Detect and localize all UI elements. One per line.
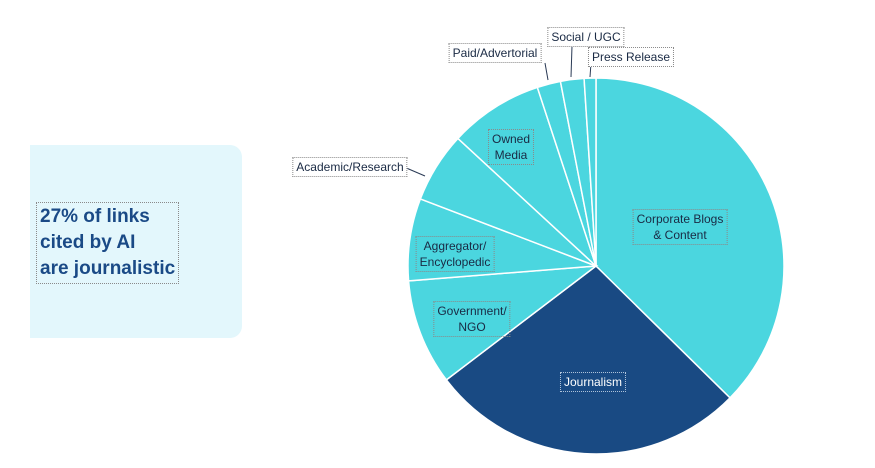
slice-label-paid-advertorial: Paid/Advertorial [448,43,542,63]
pie-slice-journalism [445,265,732,455]
pie-slice-press-release [583,77,597,267]
slice-label-government-ngo: Government/ NGO [433,301,511,337]
slice-label-academic-research: Academic/Research [292,157,408,177]
pie-slice-corporate-blogs-content [595,77,785,399]
callout-panel [30,145,242,338]
leader-line [570,45,573,78]
journalism-callout: 27% of links cited by AI are journalisti… [36,202,180,284]
slice-label-aggregator-encyclopedic: Aggregator/ Encyclopedic [415,236,495,272]
slice-label-social-ugc: Social / UGC [547,27,625,47]
slice-label-owned-media: Owned Media [487,129,535,165]
pie-slice-owned-media [456,86,598,269]
leader-line [544,62,549,81]
slice-label-press-release: Press Release [587,47,675,67]
slice-label-corporate-blogs-content: Corporate Blogs & Content [632,209,728,245]
slice-label-journalism: Journalism [559,372,627,392]
pie-slice-government-ngo [407,265,599,381]
